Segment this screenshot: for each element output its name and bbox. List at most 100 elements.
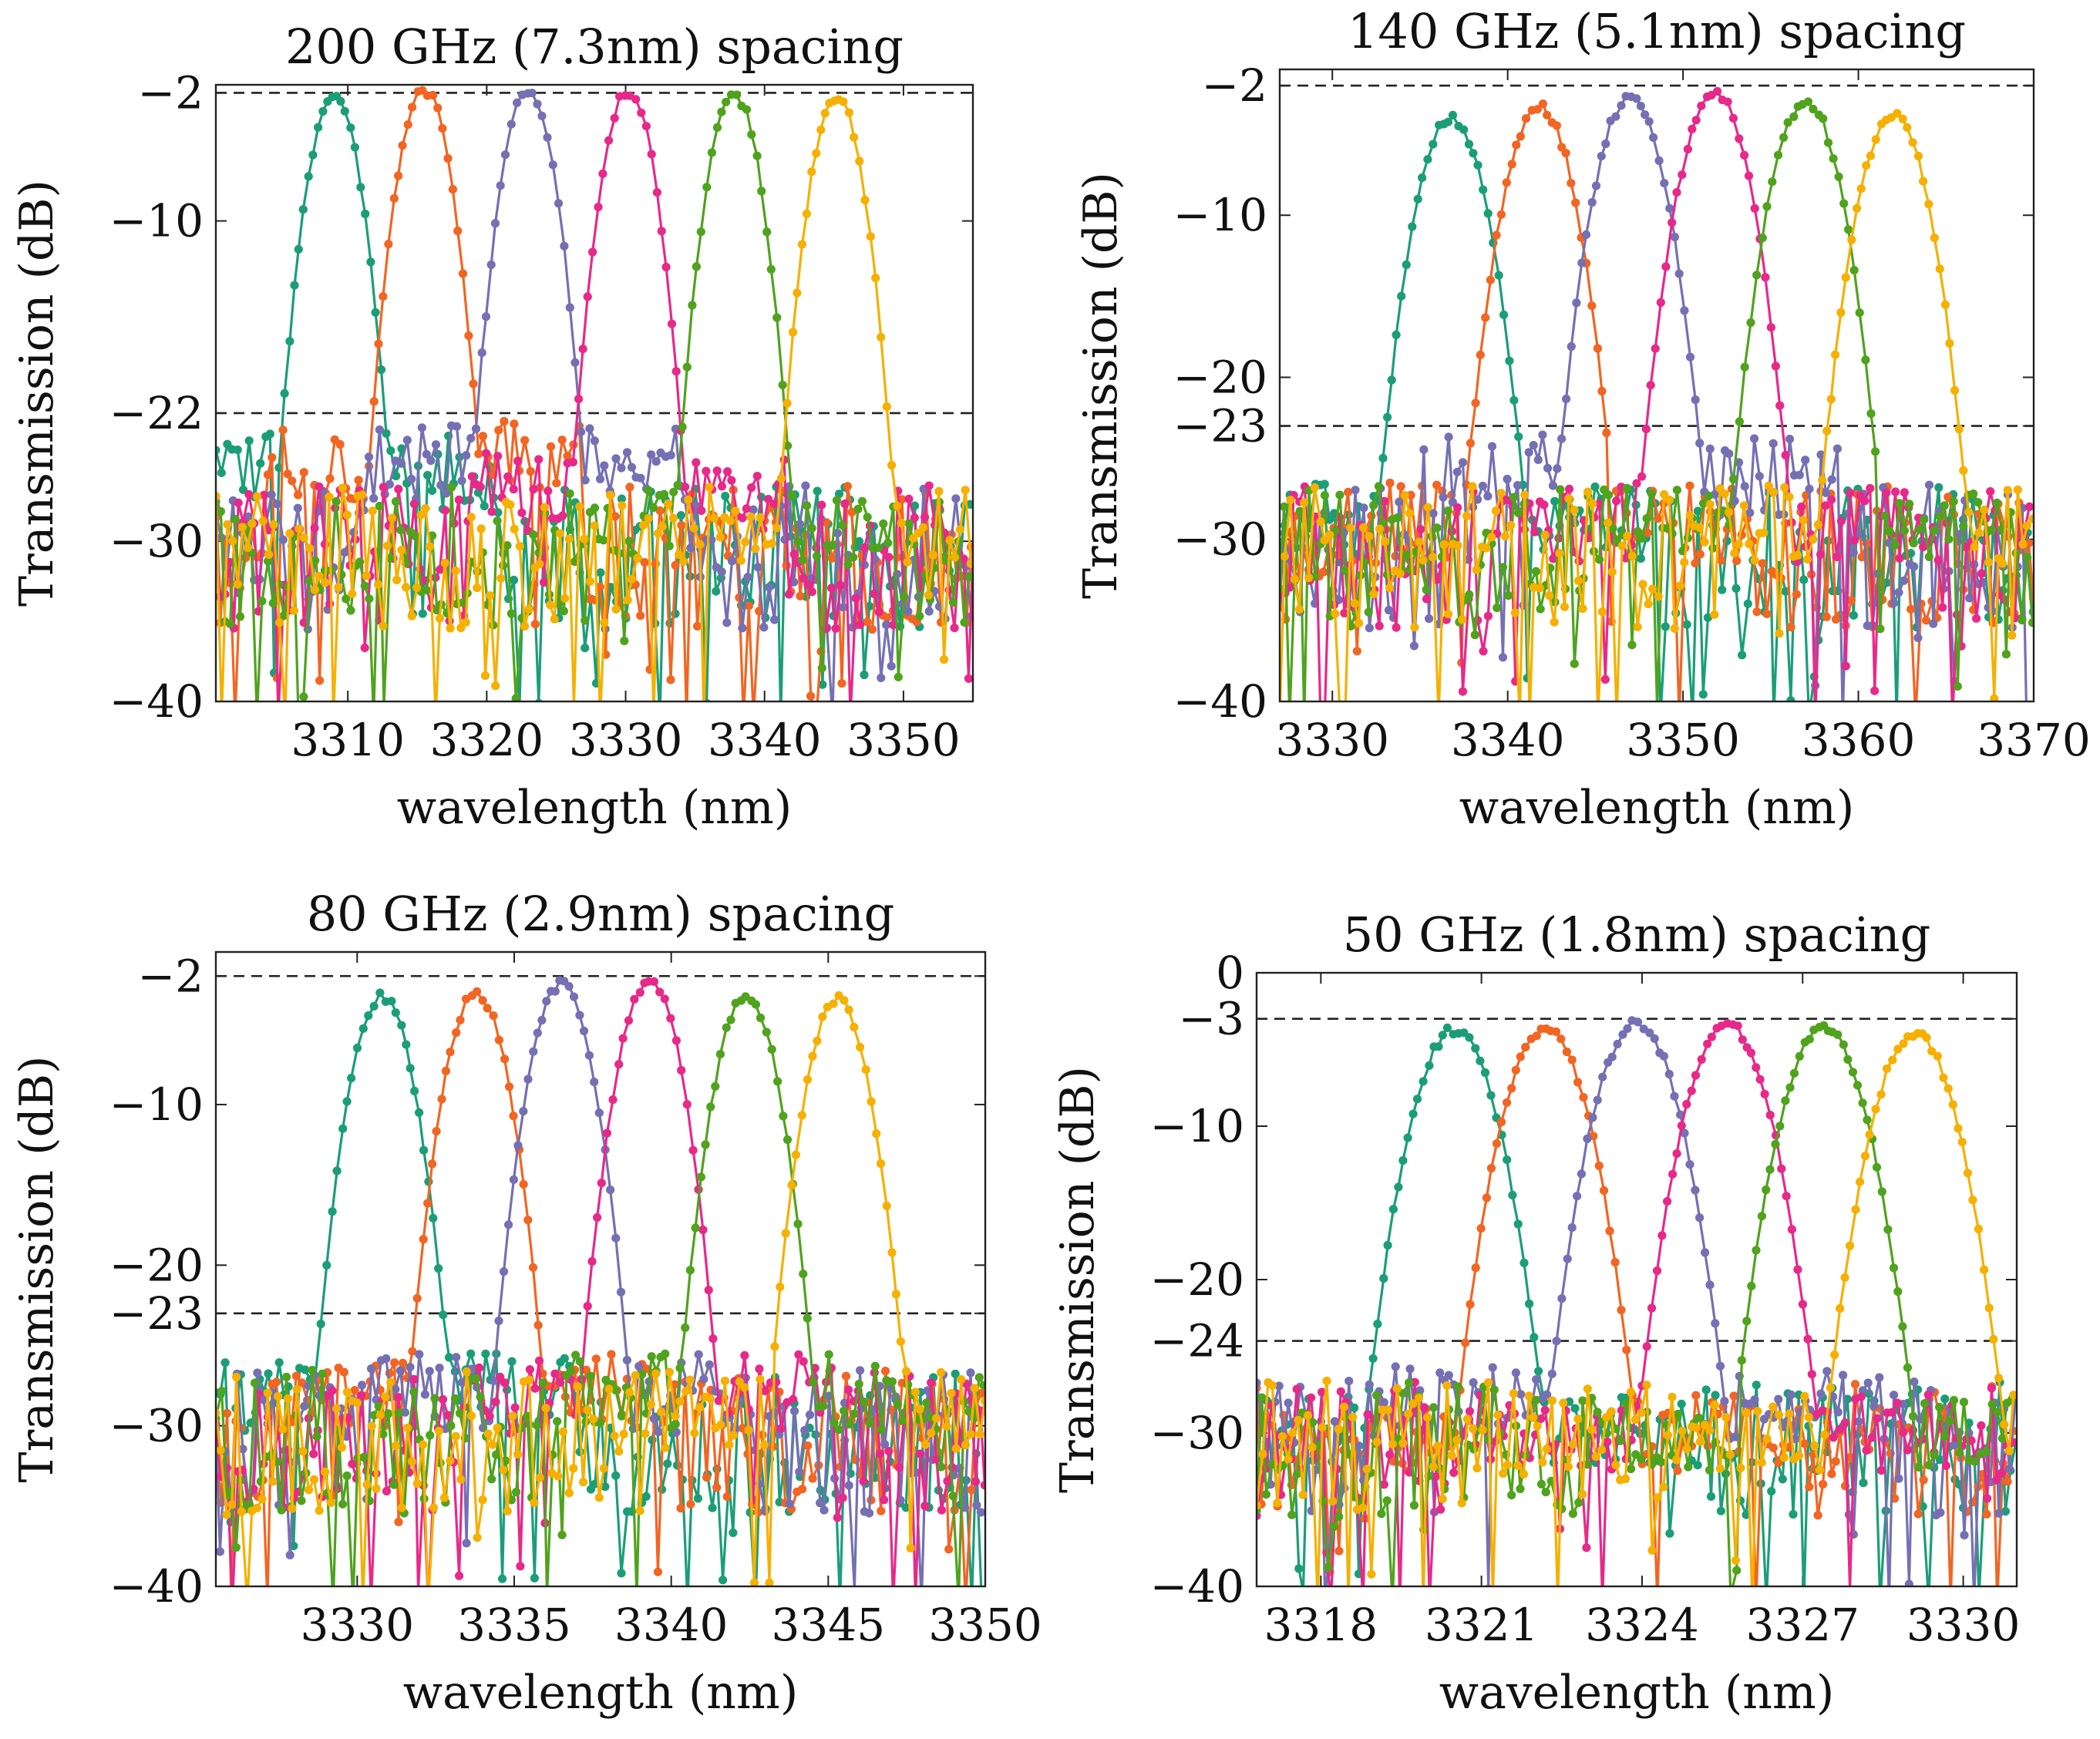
data-point xyxy=(882,402,891,412)
data-point xyxy=(1968,1196,1977,1205)
data-point xyxy=(1913,151,1923,161)
data-point xyxy=(293,503,302,513)
plot-frame xyxy=(214,950,987,1588)
data-point xyxy=(1774,1394,1783,1404)
data-point xyxy=(273,500,282,509)
data-point xyxy=(976,1508,985,1517)
data-point xyxy=(870,1361,880,1371)
data-point xyxy=(1822,426,1832,436)
data-point xyxy=(575,1447,584,1457)
data-point xyxy=(691,1223,700,1233)
data-point xyxy=(1547,1396,1556,1405)
data-point xyxy=(1531,567,1541,576)
data-point xyxy=(1496,210,1506,219)
data-point xyxy=(873,543,883,553)
data-point xyxy=(439,1310,448,1320)
data-point xyxy=(677,1065,686,1075)
data-point xyxy=(1755,1075,1765,1084)
data-point xyxy=(1735,417,1744,426)
data-point xyxy=(971,1477,981,1486)
data-point xyxy=(779,456,789,465)
data-point xyxy=(436,565,445,574)
data-point xyxy=(838,520,847,530)
data-point xyxy=(827,584,836,593)
data-point xyxy=(375,425,384,435)
data-point xyxy=(1700,537,1709,547)
data-point xyxy=(525,1365,535,1374)
data-point xyxy=(751,1000,761,1009)
data-point xyxy=(428,1159,437,1169)
data-point xyxy=(1385,478,1395,488)
data-point xyxy=(1564,484,1574,494)
data-point xyxy=(1945,1417,1954,1426)
data-point xyxy=(649,977,659,986)
data-point xyxy=(1750,204,1759,213)
data-point xyxy=(1396,482,1405,491)
data-point xyxy=(480,671,490,681)
data-point xyxy=(252,1503,261,1512)
data-point xyxy=(529,485,538,494)
data-point xyxy=(1672,188,1681,197)
data-point xyxy=(1433,1441,1442,1451)
data-point xyxy=(1331,609,1340,618)
data-point xyxy=(1380,537,1389,547)
data-point xyxy=(451,566,460,576)
data-point xyxy=(1854,1417,1863,1426)
data-point xyxy=(1974,498,1983,507)
data-point xyxy=(813,486,822,496)
data-point xyxy=(1496,1117,1506,1127)
data-point xyxy=(1406,490,1415,500)
data-point xyxy=(799,1270,808,1279)
data-point xyxy=(1888,1055,1897,1065)
data-point xyxy=(591,1354,601,1364)
data-point xyxy=(1385,1450,1395,1459)
data-point xyxy=(513,1141,523,1150)
data-point xyxy=(1757,1212,1766,1221)
data-point xyxy=(849,553,858,562)
y-tick-label: −2 xyxy=(1202,59,1268,112)
data-point xyxy=(409,500,419,509)
data-point xyxy=(1785,1083,1795,1092)
data-point xyxy=(1882,1064,1892,1073)
x-tick-label: 3330 xyxy=(1906,1599,2021,1651)
data-point xyxy=(232,1372,241,1381)
data-point xyxy=(290,281,299,290)
data-point xyxy=(454,495,463,505)
data-point xyxy=(796,591,805,600)
data-point xyxy=(216,506,225,516)
data-point xyxy=(865,1509,874,1518)
data-point xyxy=(1408,222,1417,231)
data-point xyxy=(375,501,384,511)
data-point xyxy=(1893,109,1902,118)
data-point xyxy=(575,1011,584,1020)
data-point xyxy=(1917,599,1926,609)
data-point xyxy=(1429,1403,1439,1412)
data-point xyxy=(379,292,388,301)
data-point xyxy=(928,550,937,560)
data-point xyxy=(383,541,392,550)
data-point xyxy=(346,123,355,133)
data-point xyxy=(1605,1226,1614,1236)
data-point xyxy=(607,1350,616,1359)
data-point xyxy=(756,1374,765,1384)
data-point xyxy=(1731,1556,1740,1565)
data-point xyxy=(489,1376,498,1385)
data-point xyxy=(310,523,319,533)
data-point xyxy=(1993,1408,2002,1417)
data-point xyxy=(1398,1438,1408,1448)
data-point xyxy=(1731,1432,1740,1441)
data-point xyxy=(1710,1400,1719,1409)
data-point xyxy=(315,676,325,685)
data-point xyxy=(430,1394,439,1403)
data-point xyxy=(1950,385,1960,395)
data-point xyxy=(668,513,678,523)
data-point xyxy=(1830,1350,1839,1360)
data-point xyxy=(408,103,417,112)
data-point xyxy=(1745,508,1755,517)
data-point xyxy=(1665,204,1674,213)
data-point xyxy=(1638,580,1647,589)
data-point xyxy=(1855,308,1864,318)
data-point xyxy=(571,1350,581,1360)
data-point xyxy=(1959,1398,1969,1407)
